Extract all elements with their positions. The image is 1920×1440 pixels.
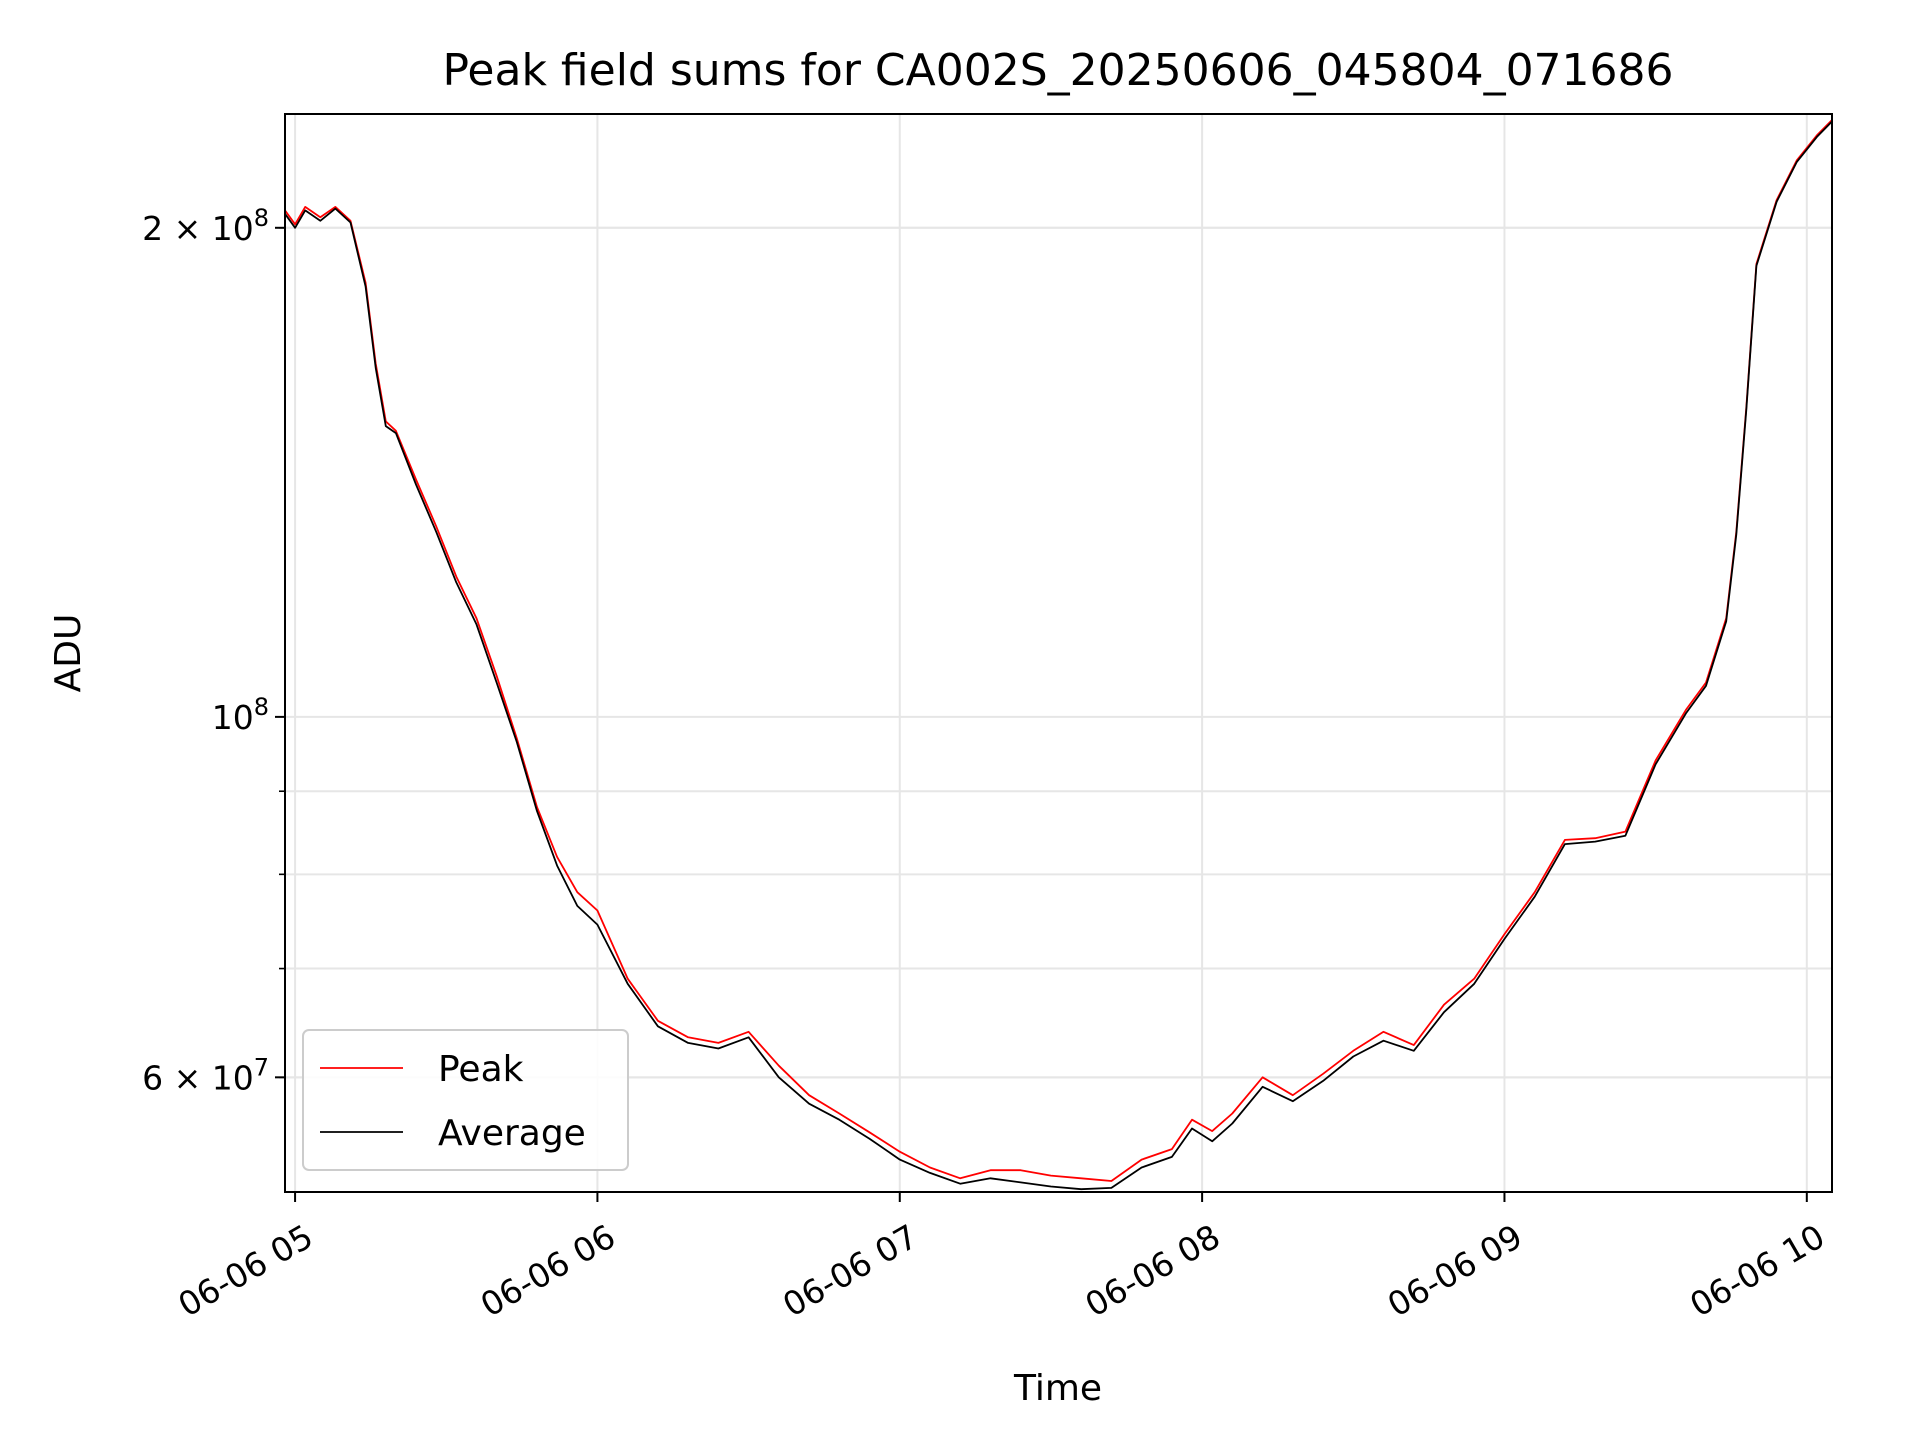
legend-label-average: Average bbox=[438, 1113, 586, 1154]
series-lines bbox=[285, 119, 1832, 1191]
chart-title: Peak field sums for CA002S_20250606_0458… bbox=[442, 45, 1673, 96]
legend-box bbox=[302, 1029, 629, 1171]
y-axis-label: ADU bbox=[48, 614, 89, 693]
legend: Peak Average bbox=[302, 1029, 629, 1171]
y-tick-label: 6 × 107 bbox=[142, 1053, 269, 1097]
plot-frame bbox=[284, 113, 1833, 1193]
series-line-average bbox=[285, 120, 1832, 1191]
grid-lines bbox=[285, 114, 1832, 1192]
plot-area bbox=[285, 119, 1832, 1191]
x-axis-label: Time bbox=[1013, 1368, 1102, 1409]
y-tick-label: 108 bbox=[212, 693, 269, 737]
series-line-peak bbox=[285, 119, 1832, 1182]
legend-label-peak: Peak bbox=[438, 1049, 524, 1090]
y-axis-ticks: 2 × 108 108 6 × 107 bbox=[142, 204, 285, 1097]
y-tick-label: 2 × 108 bbox=[142, 204, 269, 248]
